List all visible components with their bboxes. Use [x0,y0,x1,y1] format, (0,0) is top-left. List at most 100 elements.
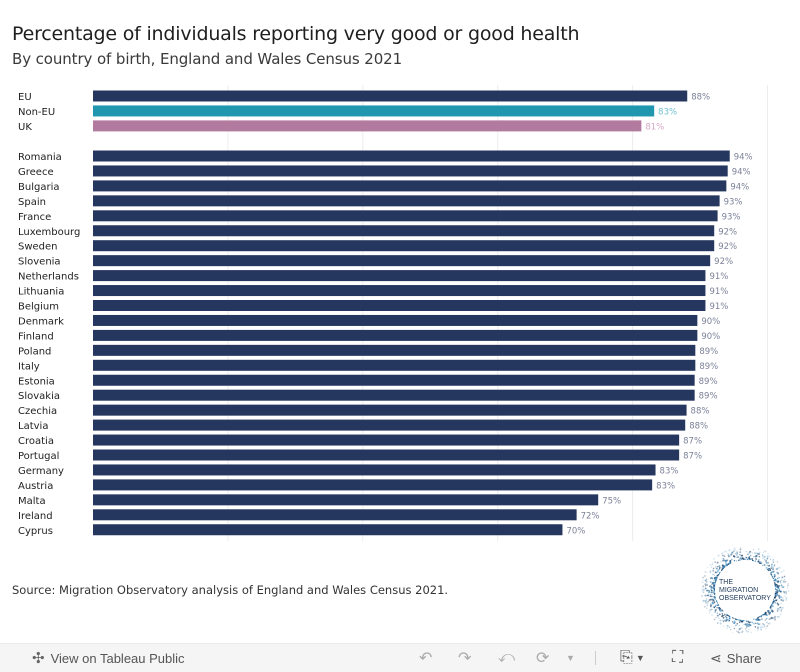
pause-dropdown[interactable]: ▼ [566,644,575,672]
revert-button[interactable]: ⤺ [498,644,515,672]
category-label-slovenia: Slovenia [18,257,61,268]
value-label-finland: 90% [701,332,720,342]
category-labels: EU Non-EU UK Romania Greece Bulgaria Spain Fran… [18,92,80,537]
bar-greece[interactable] [93,165,728,177]
bar-france[interactable] [93,210,718,222]
bar-slovakia[interactable] [93,389,695,401]
value-label-slovenia: 92% [714,257,733,267]
tableau-icon: ✣ [32,650,45,667]
bar-ireland[interactable] [93,509,577,521]
value-label-cyprus: 70% [566,526,585,536]
value-label-eu: 88% [691,93,710,103]
bar-belgium[interactable] [93,300,706,311]
value-label-uk: 81% [645,122,664,132]
category-label-netherlands: Netherlands [18,272,79,283]
bar-netherlands[interactable] [93,270,706,282]
value-label-lithuania: 91% [709,287,728,297]
category-label-romania: Romania [18,152,62,163]
category-label-finland: Finland [18,331,54,342]
category-label-latvia: Latvia [18,421,48,432]
bar-bulgaria[interactable] [93,180,727,192]
value-label-denmark: 90% [701,317,720,327]
category-label-poland: Poland [18,346,51,357]
value-label-italy: 89% [699,362,718,372]
view-on-tableau-label: View on Tableau Public [50,650,185,666]
fullscreen-icon: ⛶ [672,649,684,666]
value-label-latvia: 88% [689,422,708,432]
bar-italy[interactable] [93,359,696,371]
category-label-italy: Italy [18,361,40,372]
download-button[interactable]: ⎘ ▼ [620,644,645,672]
bar-non-eu[interactable] [93,105,655,117]
category-label-non-eu: Non-EU [18,107,55,118]
fullscreen-button[interactable]: ⛶ [672,644,683,672]
bar-estonia[interactable] [93,374,695,386]
migration-observatory-logo: THE MIGRATION OBSERVATORY [700,547,790,634]
bar-latvia[interactable] [93,419,686,431]
refresh-button[interactable]: ⟳ [536,644,549,672]
category-label-portugal: Portugal [18,451,59,462]
bar-spain[interactable] [93,195,720,207]
bar-finland[interactable] [93,329,698,341]
value-label-luxembourg: 92% [718,227,737,237]
bar-sweden[interactable] [93,240,715,252]
category-label-france: France [18,212,51,223]
refresh-icon: ⟳ [536,650,550,667]
category-label-greece: Greece [18,167,54,178]
toolbar-divider [595,644,596,672]
bar-czechia[interactable] [93,404,687,416]
value-label-sweden: 92% [718,242,737,252]
logo-text-3: OBSERVATORY [719,595,771,602]
bar-malta[interactable] [93,494,599,506]
category-label-spain: Spain [18,197,46,208]
category-label-eu: EU [18,92,32,103]
redo-button[interactable]: ↷ [458,644,471,672]
download-icon: ⎘ [620,649,633,666]
value-label-greece: 94% [732,167,751,177]
share-button[interactable]: ⋖ Share [710,644,761,672]
value-label-malta: 75% [602,496,621,506]
category-label-czechia: Czechia [18,406,57,417]
bar-cyprus[interactable] [93,524,563,536]
bar-germany[interactable] [93,464,656,476]
value-label-belgium: 91% [709,302,728,312]
bar-romania[interactable] [93,150,730,162]
bar-poland[interactable] [93,344,696,356]
category-label-cyprus: Cyprus [18,526,53,537]
logo-text-2: MIGRATION [719,587,758,594]
category-label-slovakia: Slovakia [18,391,60,402]
value-label-romania: 94% [734,153,753,163]
bar-uk[interactable] [93,120,642,132]
share-label: Share [726,650,762,666]
value-label-germany: 83% [660,466,679,476]
value-label-non-eu: 83% [658,107,677,117]
category-label-austria: Austria [18,481,53,492]
category-label-ireland: Ireland [18,511,53,522]
bar-austria[interactable] [93,479,653,491]
bar-portugal[interactable] [93,449,680,461]
value-label-netherlands: 91% [709,272,728,282]
revert-icon: ⤺ [498,649,516,666]
value-label-portugal: 87% [683,452,702,462]
bar-chart: EU Non-EU UK Romania Greece Bulgaria Spain Fran… [18,85,768,542]
category-label-denmark: Denmark [18,316,64,327]
category-label-malta: Malta [18,496,46,507]
value-label-croatia: 87% [683,437,702,447]
category-label-lithuania: Lithuania [18,287,64,298]
category-label-croatia: Croatia [18,436,54,447]
value-label-austria: 83% [656,481,675,491]
chart-title: Percentage of individuals reporting very… [12,23,580,45]
view-on-tableau-link[interactable]: ✣ View on Tableau Public [32,644,185,672]
bar-lithuania[interactable] [93,285,706,297]
value-labels: 88% 83% 81% 94% 94% 94% 93% 93% 92% 92% 92% 91% 91% 9… [566,93,752,537]
pause-dropdown-icon: ▼ [566,653,575,663]
value-label-spain: 93% [724,197,743,207]
category-label-sweden: Sweden [18,242,58,253]
bar-croatia[interactable] [93,434,680,446]
bar-denmark[interactable] [93,314,698,326]
bar-luxembourg[interactable] [93,225,715,237]
undo-button[interactable]: ↶ [419,644,432,672]
share-icon: ⋖ [710,649,722,666]
bar-eu[interactable] [93,90,688,102]
bar-slovenia[interactable] [93,255,711,267]
